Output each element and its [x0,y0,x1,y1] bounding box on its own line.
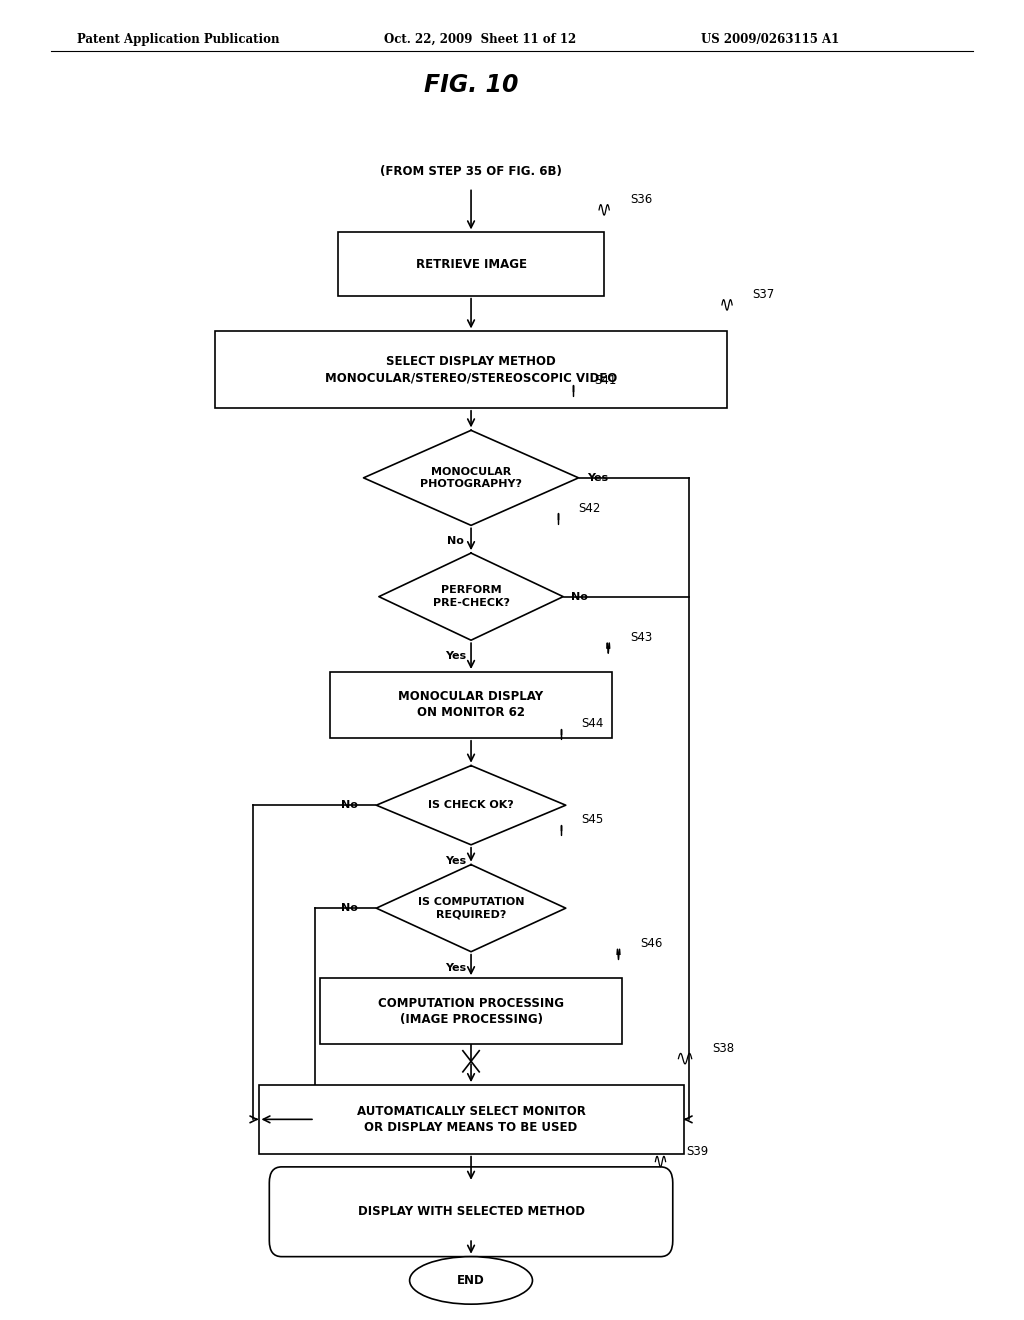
Text: No: No [341,800,358,810]
Bar [319,978,622,1044]
Text: S43: S43 [631,631,652,644]
Polygon shape [377,865,565,952]
Text: COMPUTATION PROCESSING
(IMAGE PROCESSING): COMPUTATION PROCESSING (IMAGE PROCESSING… [378,997,564,1026]
Text: No: No [341,903,358,913]
Text: IS CHECK OK?: IS CHECK OK? [428,800,514,810]
Text: RETRIEVE IMAGE: RETRIEVE IMAGE [416,257,526,271]
Ellipse shape [410,1257,532,1304]
Text: MONOCULAR
PHOTOGRAPHY?: MONOCULAR PHOTOGRAPHY? [420,467,522,488]
Text: DISPLAY WITH SELECTED METHOD: DISPLAY WITH SELECTED METHOD [357,1205,585,1218]
Text: No: No [447,536,464,546]
Bar [338,232,604,296]
FancyBboxPatch shape [269,1167,673,1257]
Polygon shape [377,766,565,845]
Text: S37: S37 [753,288,775,301]
Text: SELECT DISPLAY METHOD
MONOCULAR/STEREO/STEREOSCOPIC VIDEO: SELECT DISPLAY METHOD MONOCULAR/STEREO/S… [325,355,617,384]
Text: Patent Application Publication: Patent Application Publication [77,33,280,46]
Text: S36: S36 [630,193,652,206]
Text: MONOCULAR DISPLAY
ON MONITOR 62: MONOCULAR DISPLAY ON MONITOR 62 [398,690,544,719]
Bar [259,1085,684,1154]
Text: IS COMPUTATION
REQUIRED?: IS COMPUTATION REQUIRED? [418,898,524,919]
Text: (FROM STEP 35 OF FIG. 6B): (FROM STEP 35 OF FIG. 6B) [380,165,562,178]
Text: S42: S42 [579,502,601,515]
Text: S39: S39 [686,1144,709,1158]
Polygon shape [379,553,563,640]
Text: END: END [457,1274,485,1287]
Text: Yes: Yes [445,855,466,866]
Text: AUTOMATICALLY SELECT MONITOR
OR DISPLAY MEANS TO BE USED: AUTOMATICALLY SELECT MONITOR OR DISPLAY … [356,1105,586,1134]
Text: S45: S45 [582,813,603,826]
Text: Yes: Yes [445,962,466,973]
Text: S46: S46 [641,937,663,950]
Bar [215,331,727,408]
Text: Oct. 22, 2009  Sheet 11 of 12: Oct. 22, 2009 Sheet 11 of 12 [384,33,577,46]
Polygon shape [364,430,579,525]
Bar [330,672,612,738]
Text: PERFORM
PRE-CHECK?: PERFORM PRE-CHECK? [432,586,510,607]
Text: S44: S44 [582,717,603,730]
Text: S38: S38 [713,1041,734,1055]
Text: FIG. 10: FIG. 10 [424,73,518,96]
Text: US 2009/0263115 A1: US 2009/0263115 A1 [701,33,840,46]
Text: Yes: Yes [445,651,466,661]
Text: S41: S41 [594,374,616,387]
Text: Yes: Yes [587,473,608,483]
Text: No: No [571,591,588,602]
